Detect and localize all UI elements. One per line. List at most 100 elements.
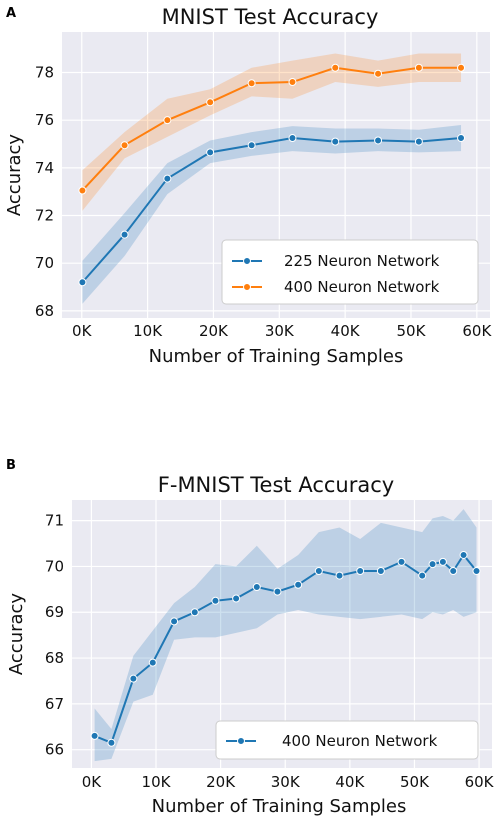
series-markers [78, 63, 466, 287]
data-point [428, 560, 437, 569]
panel-label: A [6, 6, 16, 21]
x-axis-label: Number of Training Samples [149, 346, 404, 367]
panel-label: B [6, 458, 16, 473]
data-point [78, 186, 87, 195]
y-tick-labels: 66 67 68 69 70 71 [45, 512, 64, 759]
data-point [472, 567, 481, 576]
x-tick-label: 40K [331, 322, 361, 340]
y-tick-label: 68 [45, 649, 64, 667]
y-tick-labels: 68 70 72 74 76 78 [35, 64, 54, 320]
data-point [120, 141, 129, 150]
series-lines [94, 553, 478, 745]
x-tick-label: 0K [82, 773, 103, 791]
data-point [414, 63, 423, 72]
data-point [190, 608, 199, 617]
y-tick-label: 74 [35, 159, 54, 177]
data-point [314, 567, 323, 576]
x-tick-label: 40K [335, 773, 365, 791]
y-tick-label: 78 [35, 64, 54, 82]
data-point [457, 134, 466, 143]
data-point [206, 148, 215, 157]
legend-label-225: 225 Neuron Network [284, 252, 440, 270]
data-point [107, 738, 116, 747]
chart-title: MNIST Test Accuracy [162, 5, 379, 29]
data-point [449, 567, 458, 576]
data-point [418, 571, 427, 580]
x-axis-label: Number of Training Samples [152, 796, 407, 817]
data-point [459, 550, 468, 559]
chart-panel-a: A MNIST Test Accuracy 0K 10K 20K 30K 40K 50K 6… [4, 5, 492, 367]
x-tick-label: 10K [133, 322, 163, 340]
legend: 400 Neuron Network [215, 720, 479, 760]
x-tick-label: 30K [271, 773, 301, 791]
data-point [273, 587, 282, 596]
legend-marker-225 [243, 257, 251, 265]
confidence-bands [82, 53, 462, 304]
data-point [294, 580, 303, 589]
data-point [247, 141, 256, 150]
y-tick-label: 70 [45, 557, 64, 575]
y-tick-label: 71 [45, 512, 64, 530]
x-tick-label: 60K [465, 773, 495, 791]
data-point [247, 79, 256, 88]
data-point [211, 596, 220, 605]
data-point [335, 571, 344, 580]
data-point [288, 134, 297, 143]
legend-box [215, 720, 479, 760]
x-tick-label: 50K [397, 322, 427, 340]
series-lines [81, 66, 462, 283]
data-point [170, 617, 179, 626]
y-tick-label: 72 [35, 207, 54, 225]
legend-label-400: 400 Neuron Network [284, 278, 440, 296]
legend-box [221, 239, 479, 305]
x-tick-label: 60K [462, 322, 492, 340]
y-axis-label: Accuracy [4, 134, 25, 217]
series-markers [90, 550, 481, 747]
series-line [81, 66, 462, 192]
legend-label-400: 400 Neuron Network [282, 732, 438, 750]
legend-marker-400 [243, 283, 251, 291]
data-point [374, 69, 383, 78]
legend: 225 Neuron Network 400 Neuron Network [221, 239, 479, 305]
x-tick-label: 0K [72, 322, 93, 340]
data-point [163, 174, 172, 183]
y-tick-label: 70 [35, 254, 54, 272]
data-point [120, 230, 129, 239]
confidence-band [82, 53, 462, 211]
data-point [374, 136, 383, 145]
data-point [356, 567, 365, 576]
x-tick-label: 30K [265, 322, 295, 340]
y-tick-label: 69 [45, 603, 64, 621]
data-point [148, 658, 157, 667]
data-point [414, 137, 423, 146]
chart-panel-b: B F-MNIST Test Accuracy 0K 10K 20K 30K 40K 50… [6, 458, 495, 817]
legend-marker-400 [237, 737, 245, 745]
series-line [81, 137, 462, 283]
y-tick-label: 66 [45, 741, 64, 759]
y-tick-label: 76 [35, 111, 54, 129]
grid-lines [62, 32, 490, 318]
x-tick-label: 50K [400, 773, 430, 791]
data-point [457, 63, 466, 72]
data-point [288, 78, 297, 87]
data-point [252, 583, 261, 592]
x-tick-labels: 0K 10K 20K 30K 40K 50K 60K [82, 773, 495, 791]
data-point [232, 594, 241, 603]
data-point [376, 567, 385, 576]
data-point [129, 674, 138, 683]
data-point [331, 63, 340, 72]
data-point [163, 116, 172, 125]
x-tick-label: 20K [199, 322, 229, 340]
y-axis-label: Accuracy [6, 593, 27, 676]
x-tick-label: 20K [206, 773, 236, 791]
x-tick-labels: 0K 10K 20K 30K 40K 50K 60K [72, 322, 492, 340]
series-line [94, 553, 478, 745]
data-point [331, 137, 340, 146]
data-point [438, 557, 447, 566]
confidence-band [82, 124, 462, 304]
data-point [78, 278, 87, 287]
x-tick-label: 10K [142, 773, 172, 791]
y-tick-label: 68 [35, 302, 54, 320]
chart-title: F-MNIST Test Accuracy [158, 473, 394, 497]
